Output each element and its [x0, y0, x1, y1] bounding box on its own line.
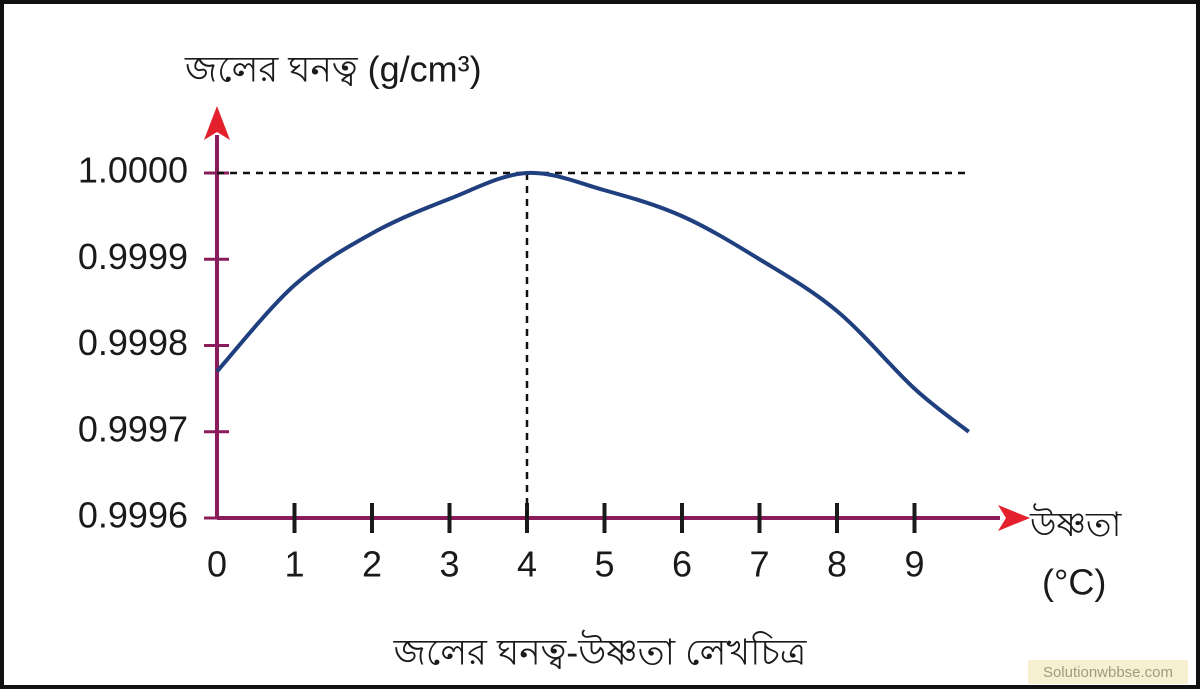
caption: জলের ঘনত্ব-উষ্ণতা লেখচিত্র	[393, 630, 807, 673]
y-tick-label: 1.0000	[78, 150, 188, 191]
y-tick-label: 0.9997	[78, 408, 188, 449]
x-tick-label: 3	[439, 544, 459, 585]
x-tick-label: 0	[207, 544, 227, 585]
x-tick-label: 7	[749, 544, 769, 585]
y-tick-label: 0.9998	[78, 322, 188, 363]
x-tick-label: 1	[284, 544, 304, 585]
x-axis-arrow	[998, 505, 1030, 531]
x-tick-label: 5	[594, 544, 614, 585]
x-tick-label: 4	[517, 544, 537, 585]
y-axis-arrow	[204, 106, 230, 140]
x-tick-label: 6	[672, 544, 692, 585]
y-tick-label: 0.9999	[78, 236, 188, 277]
y-tick-label: 0.9996	[78, 495, 188, 536]
y-axis-title: জলের ঘনত্ব (g/cm³)	[184, 49, 482, 90]
watermark: Solutionwbbse.com	[1043, 664, 1173, 681]
x-tick-label: 8	[827, 544, 847, 585]
x-tick-label: 9	[904, 544, 924, 585]
density-curve	[215, 170, 970, 434]
x-axis-unit: (°C)	[1042, 562, 1106, 603]
x-axis-title: উষ্ণতা	[1029, 503, 1123, 544]
x-tick-label: 2	[362, 544, 382, 585]
watermark-box	[1028, 660, 1188, 684]
